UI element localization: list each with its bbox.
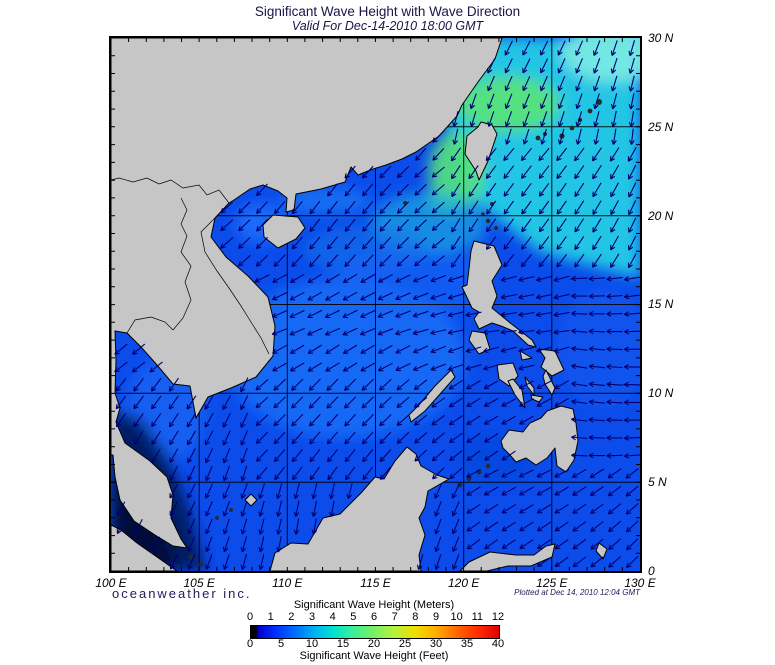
oceanweather-logo-text: oceanweather inc.: [112, 586, 252, 601]
meters-tick: 8: [412, 611, 419, 623]
region-light-blue-central-scs: [226, 278, 466, 438]
feet-tick: 35: [460, 638, 474, 650]
lat-label: 5 N: [648, 475, 667, 490]
lon-label: 130 E: [624, 576, 656, 590]
lat-label: 0: [648, 563, 655, 578]
legend-meters-label: Significant Wave Height (Meters): [293, 599, 455, 611]
meters-tick: 6: [370, 611, 378, 623]
lon-label: 110 E: [272, 576, 303, 590]
land-borneo: [269, 446, 450, 571]
map-frame: [109, 36, 642, 573]
page-title: Significant Wave Height with Wave Direct…: [254, 4, 521, 19]
land-sulawesi: [459, 543, 556, 571]
land-natuna: [244, 493, 258, 507]
wave-direction-arrows: [114, 40, 640, 571]
land-masbate: [519, 350, 533, 361]
wave-height-colorbar: [250, 625, 500, 639]
lon-label: 115 E: [360, 576, 391, 590]
feet-tick: 10: [305, 638, 319, 650]
feet-tick: 20: [367, 638, 381, 650]
lon-label: 125 E: [536, 576, 568, 590]
country-borders: [111, 177, 270, 355]
lat-label: 25 N: [648, 119, 674, 134]
lat-label: 15 N: [648, 297, 674, 312]
land-hainan: [262, 214, 306, 249]
wave-map-canvas: [111, 38, 640, 571]
frame-ticks: [111, 38, 640, 571]
meters-tick: 0: [246, 611, 254, 623]
feet-tick: 25: [398, 638, 412, 650]
meters-tick: 2: [288, 611, 295, 623]
feet-tick: 0: [246, 638, 254, 650]
meters-tick: 11: [471, 611, 484, 623]
legend-feet-ticks: 0 5 10 15 20 25 30 35 40: [246, 638, 504, 650]
meters-tick: 5: [350, 611, 357, 623]
valid-time-subtitle: Valid For Dec-14-2010 18:00 GMT: [291, 19, 484, 33]
meters-tick: 1: [267, 611, 274, 623]
land-mindanao: [500, 405, 579, 473]
lat-label: 20 N: [648, 208, 674, 223]
region-light-cyan-ne-corner-4m: [561, 38, 640, 82]
feet-tick: 40: [491, 638, 505, 650]
feet-tick: 30: [429, 638, 443, 650]
meters-tick: 4: [329, 611, 336, 623]
lon-label: 105 E: [183, 576, 215, 590]
lat-label: 30 N: [648, 31, 674, 45]
plotted-timestamp: Plotted at Dec 14, 2010 12:04 GMT: [514, 588, 640, 597]
land-halmahera: [595, 542, 608, 560]
region-east-mindanao-light: [558, 288, 640, 408]
land-bohol: [530, 394, 544, 403]
lon-label: 100 E: [95, 576, 127, 590]
legend-meters-ticks: 0 1 2 3 4 5 6 7 8 9 10 11 12: [246, 611, 504, 623]
land-taiwan: [464, 121, 498, 181]
land-asia-mainland: [111, 38, 503, 549]
feet-tick: 5: [277, 638, 285, 650]
land-luzon: [461, 240, 537, 348]
region-light-blue-west-luzon: [331, 248, 491, 318]
landmasses: [111, 38, 608, 571]
feet-tick: 15: [336, 638, 350, 650]
meters-tick: 12: [491, 611, 505, 623]
legend-feet-label: Significant Wave Height (Feet): [299, 650, 449, 662]
meters-tick: 3: [308, 611, 316, 623]
meters-tick: 10: [450, 611, 463, 623]
meters-tick: 7: [391, 611, 398, 623]
lon-label: 120 E: [447, 576, 480, 590]
lat-label: 10 N: [648, 386, 674, 401]
land-sumatra: [111, 524, 178, 571]
meters-tick: 9: [432, 611, 440, 623]
